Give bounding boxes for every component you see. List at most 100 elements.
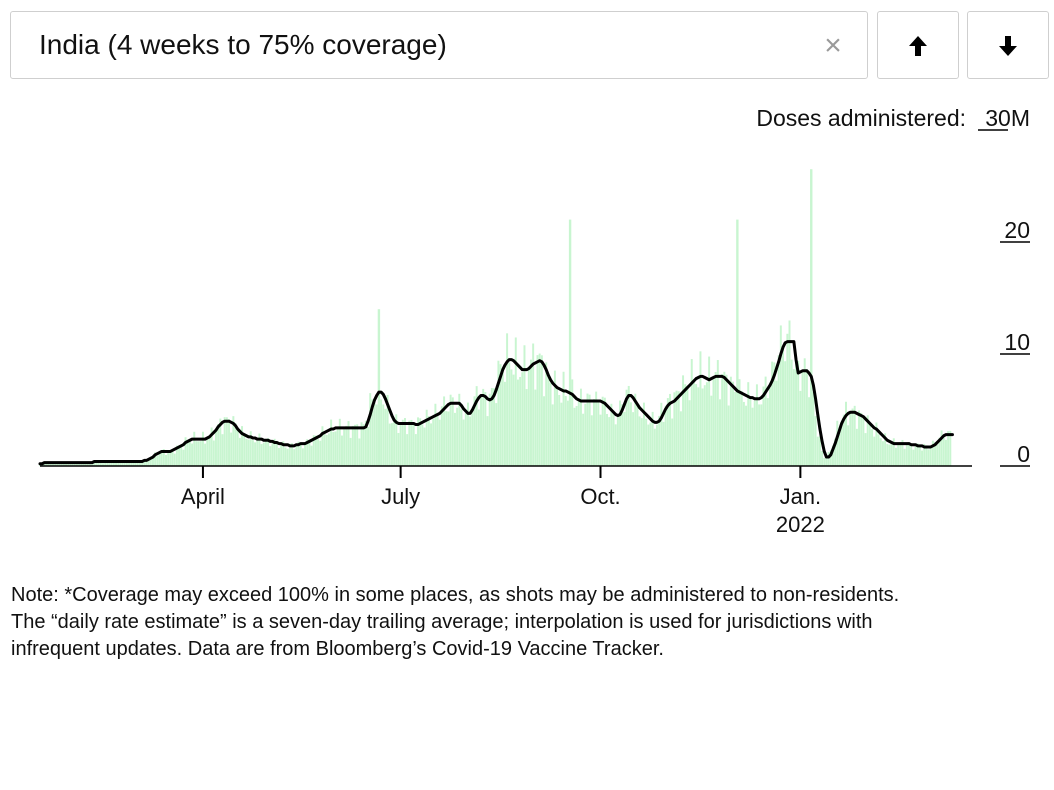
daily-dose-bar bbox=[128, 461, 131, 466]
daily-dose-bar bbox=[940, 430, 943, 466]
daily-dose-bar bbox=[556, 387, 559, 466]
daily-dose-bar bbox=[595, 391, 598, 466]
daily-dose-bar bbox=[742, 401, 745, 466]
country-select[interactable]: India (4 weeks to 75% coverage) × bbox=[10, 11, 868, 79]
daily-dose-bar bbox=[191, 443, 194, 466]
y-tick-label: 20 bbox=[1004, 217, 1030, 243]
daily-dose-bar bbox=[343, 429, 346, 466]
previous-button[interactable] bbox=[877, 11, 959, 79]
arrow-down-icon bbox=[999, 36, 1017, 56]
daily-dose-bar bbox=[753, 400, 756, 466]
daily-dose-bar bbox=[138, 461, 141, 466]
daily-dose-bar bbox=[638, 416, 641, 466]
daily-dose-bar bbox=[156, 455, 159, 466]
y-axis-title: Doses administered: bbox=[756, 105, 966, 131]
seven-day-average-line bbox=[38, 340, 954, 466]
daily-dose-bar bbox=[847, 425, 850, 466]
daily-dose-bar bbox=[132, 462, 135, 466]
daily-dose-bar bbox=[308, 441, 311, 466]
daily-dose-bar bbox=[905, 443, 908, 466]
daily-dose-bar bbox=[264, 438, 267, 466]
daily-dose-bar bbox=[840, 421, 843, 466]
daily-dose-bar bbox=[634, 393, 637, 466]
daily-dose-bar bbox=[553, 370, 556, 466]
daily-dose-bar bbox=[666, 398, 669, 466]
daily-dose-bar bbox=[803, 358, 806, 466]
daily-dose-bar bbox=[351, 425, 354, 466]
daily-dose-bar bbox=[577, 398, 580, 466]
daily-dose-bar bbox=[212, 440, 215, 466]
daily-dose-bar bbox=[95, 461, 98, 466]
daily-dose-bar bbox=[918, 446, 921, 466]
daily-dose-bar bbox=[679, 411, 682, 466]
close-icon[interactable]: × bbox=[824, 29, 842, 62]
daily-dose-bar bbox=[414, 434, 417, 466]
daily-dose-bar bbox=[862, 416, 865, 466]
daily-dose-bar bbox=[221, 434, 224, 466]
daily-dose-bar bbox=[812, 392, 815, 466]
daily-dose-bar bbox=[160, 450, 163, 466]
daily-dose-bar bbox=[338, 418, 341, 466]
x-tick-sublabel: 2022 bbox=[776, 512, 825, 537]
daily-dose-bar bbox=[238, 437, 241, 466]
daily-dose-bar bbox=[938, 437, 941, 466]
daily-dose-bar bbox=[642, 402, 645, 466]
daily-dose-bar bbox=[519, 376, 522, 466]
daily-dose-bar bbox=[868, 423, 871, 466]
daily-dose-bar bbox=[788, 320, 791, 466]
daily-dose-bar bbox=[593, 399, 595, 466]
daily-dose-bar bbox=[914, 444, 917, 466]
daily-dose-bar bbox=[745, 405, 748, 466]
daily-dose-bar bbox=[254, 442, 257, 466]
daily-dose-bar bbox=[447, 411, 450, 466]
daily-dose-bar bbox=[480, 397, 482, 466]
daily-dose-bar bbox=[599, 414, 602, 466]
daily-dose-bar bbox=[523, 345, 526, 466]
daily-dose-bar bbox=[347, 421, 350, 466]
daily-dose-bar bbox=[721, 373, 724, 466]
daily-dose-bar bbox=[167, 450, 170, 466]
daily-dose-bar bbox=[458, 393, 461, 466]
daily-dose-bar bbox=[484, 392, 487, 466]
daily-dose-bar bbox=[516, 379, 519, 466]
daily-dose-bar bbox=[497, 360, 500, 466]
daily-dose-bar bbox=[645, 418, 648, 466]
daily-dose-bar bbox=[790, 359, 793, 466]
daily-dose-bar bbox=[102, 463, 104, 466]
daily-dose-bar bbox=[97, 460, 100, 466]
daily-dose-bar bbox=[606, 413, 608, 466]
daily-dose-bar bbox=[175, 445, 178, 466]
daily-dose-bar bbox=[49, 462, 52, 466]
daily-dose-bar bbox=[260, 444, 263, 466]
daily-dose-bar bbox=[58, 462, 61, 466]
daily-dose-bar bbox=[482, 388, 485, 466]
daily-dose-bar bbox=[608, 417, 611, 466]
daily-dose-bar bbox=[445, 411, 448, 466]
daily-dose-bar bbox=[884, 433, 887, 466]
daily-dose-bar bbox=[495, 403, 498, 466]
daily-dose-bar bbox=[162, 449, 165, 466]
daily-dose-bar bbox=[412, 423, 415, 466]
daily-dose-bar bbox=[714, 372, 717, 466]
next-button[interactable] bbox=[967, 11, 1049, 79]
daily-dose-bar bbox=[471, 412, 474, 466]
daily-dose-bar bbox=[236, 430, 239, 466]
daily-dose-bar bbox=[52, 462, 55, 466]
arrow-up-icon bbox=[909, 36, 927, 56]
daily-dose-bar bbox=[747, 382, 750, 466]
daily-dose-bar bbox=[178, 445, 181, 466]
x-tick-label: Jan. bbox=[780, 484, 822, 509]
daily-dose-bar bbox=[382, 404, 385, 466]
daily-dose-bar bbox=[603, 397, 606, 466]
daily-dose-bar bbox=[141, 461, 144, 466]
vaccination-chart-svg: April July Oct. Jan. 2022 30M 20 10 0 Doses admin… bbox=[38, 105, 1030, 537]
daily-dose-bar bbox=[821, 451, 824, 466]
daily-dose-bar bbox=[573, 407, 576, 466]
daily-dose-bar bbox=[536, 355, 539, 466]
daily-dose-bar bbox=[169, 450, 172, 466]
daily-dose-bar bbox=[195, 441, 198, 466]
daily-dose-bar bbox=[934, 442, 937, 466]
daily-dose-bar bbox=[490, 387, 493, 466]
daily-dose-bar bbox=[182, 449, 185, 466]
daily-dose-bar bbox=[75, 463, 78, 466]
